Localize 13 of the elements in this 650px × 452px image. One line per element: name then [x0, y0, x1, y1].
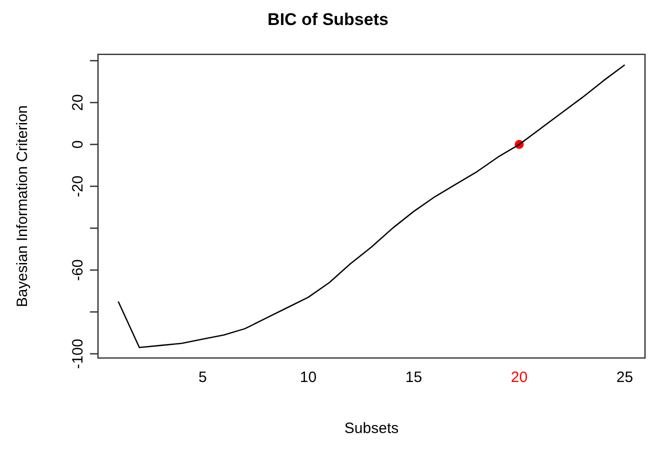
- y-tick-label: -60: [70, 259, 87, 281]
- x-axis-title: Subsets: [344, 420, 399, 438]
- y-axis-title: Bayesian Information Criterion: [14, 105, 32, 308]
- y-tick-label: 20: [70, 94, 87, 111]
- chart-title: BIC of Subsets: [268, 10, 388, 29]
- y-tick-label: 0: [70, 140, 87, 149]
- x-tick-label: 15: [405, 369, 422, 386]
- y-tick-label: -100: [70, 338, 87, 369]
- y-tick-label: -20: [70, 175, 87, 198]
- x-tick-label: 5: [198, 369, 207, 386]
- x-tick-label: 20: [510, 369, 528, 386]
- x-tick-label: 25: [616, 369, 634, 386]
- x-tick-label: 10: [300, 369, 317, 386]
